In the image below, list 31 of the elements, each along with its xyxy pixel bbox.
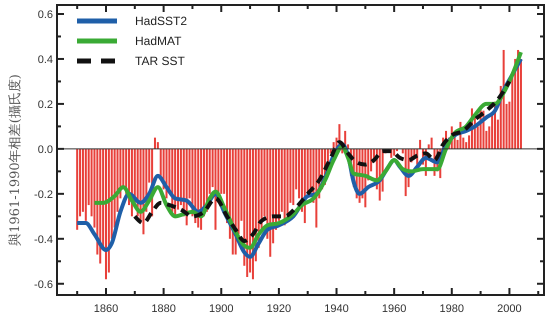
y-tick-label: -0.4: [34, 234, 53, 246]
bar: [284, 148, 286, 226]
legend-label: HadMAT: [135, 34, 182, 48]
y-axis-title: 與1961-1990年相差(攝氏度): [7, 74, 23, 246]
y-tick-label: 0.6: [38, 8, 53, 21]
bar: [430, 138, 433, 149]
bar: [104, 148, 107, 280]
bar: [269, 148, 272, 257]
x-tick-label: 1980: [440, 303, 464, 315]
x-tick-label: 1900: [209, 303, 234, 315]
bar: [154, 138, 156, 149]
x-tick-label: 1960: [382, 303, 406, 315]
x-tick-label: 1880: [151, 303, 176, 315]
bar: [84, 148, 87, 221]
bar: [246, 148, 248, 278]
bar: [76, 148, 78, 230]
bar: [220, 148, 222, 194]
y-tick-label: -0.2: [34, 188, 53, 201]
bar: [292, 148, 294, 206]
x-tick-label: 1920: [266, 303, 292, 315]
y-tick-label: 0.4: [38, 54, 53, 66]
x-tick-label: 1860: [94, 303, 118, 315]
bar: [419, 140, 422, 149]
line-series: [132, 79, 512, 244]
y-tick-label: -0.6: [34, 278, 53, 291]
x-tick-label: 1940: [324, 303, 349, 315]
legend-label: TAR SST: [135, 54, 186, 68]
legend-label: HadSST2: [135, 14, 188, 28]
x-tick-label: 2000: [497, 303, 522, 315]
y-tick-label: 0.0: [38, 144, 53, 156]
y-tick-label: 0.2: [38, 98, 53, 111]
